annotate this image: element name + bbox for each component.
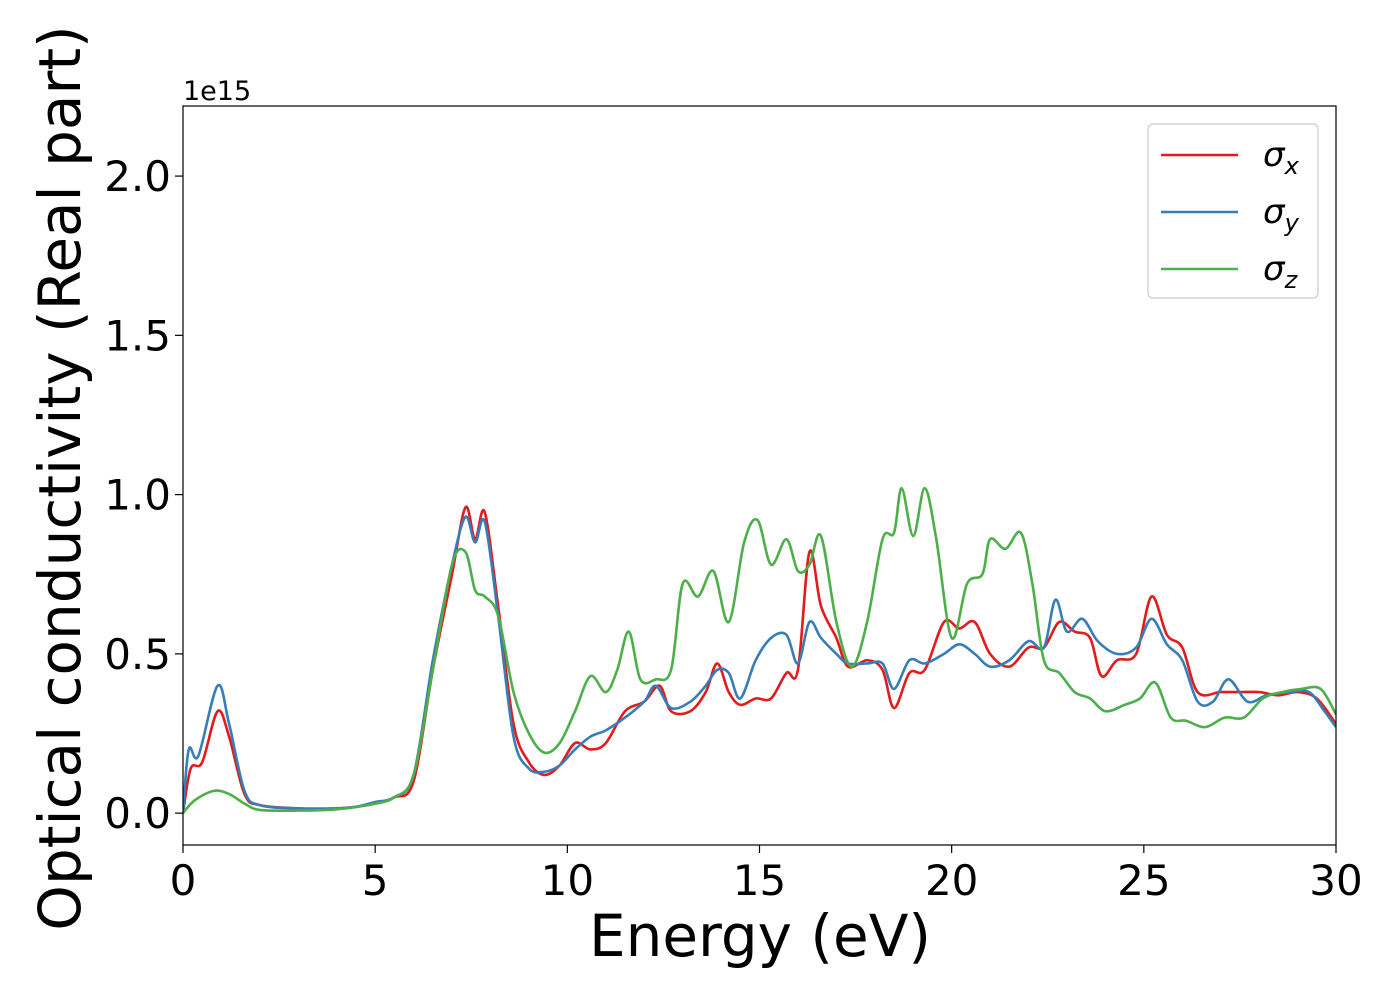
series-line-sigma-y [183, 515, 1336, 814]
x-tick-label: 25 [1117, 856, 1170, 905]
y-tick-label: 0.0 [104, 789, 171, 838]
y-tick-label: 1.5 [104, 311, 171, 360]
y-axis-label: Optical conductivity (Real part) [26, 25, 94, 930]
y-offset-label: 1e15 [183, 76, 251, 107]
legend-entry-sigma-x: σx [1263, 135, 1300, 180]
x-axis: 0 5 10 15 20 25 30 [170, 845, 1363, 905]
x-tick-label: 10 [541, 856, 594, 905]
x-tick-label: 15 [733, 856, 786, 905]
y-tick-label: 2.0 [104, 152, 171, 201]
plot-frame [182, 105, 1337, 846]
y-tick-label: 0.5 [104, 630, 171, 679]
series-line-sigma-z [183, 486, 1336, 815]
y-axis: 0.0 0.5 1.0 1.5 2.0 [104, 152, 183, 838]
series-line-sigma-x [183, 505, 1336, 814]
x-axis-label: Energy (eV) [589, 902, 931, 970]
x-tick-label: 20 [925, 856, 978, 905]
x-tick-label: 0 [170, 856, 197, 905]
plot-area [183, 486, 1336, 815]
legend: σx σy σz [1147, 123, 1319, 299]
legend-entry-sigma-y: σy [1263, 192, 1300, 237]
x-tick-label: 5 [362, 856, 389, 905]
x-tick-label: 30 [1309, 856, 1362, 905]
y-tick-label: 1.0 [104, 471, 171, 520]
legend-entry-sigma-z: σz [1263, 249, 1299, 294]
